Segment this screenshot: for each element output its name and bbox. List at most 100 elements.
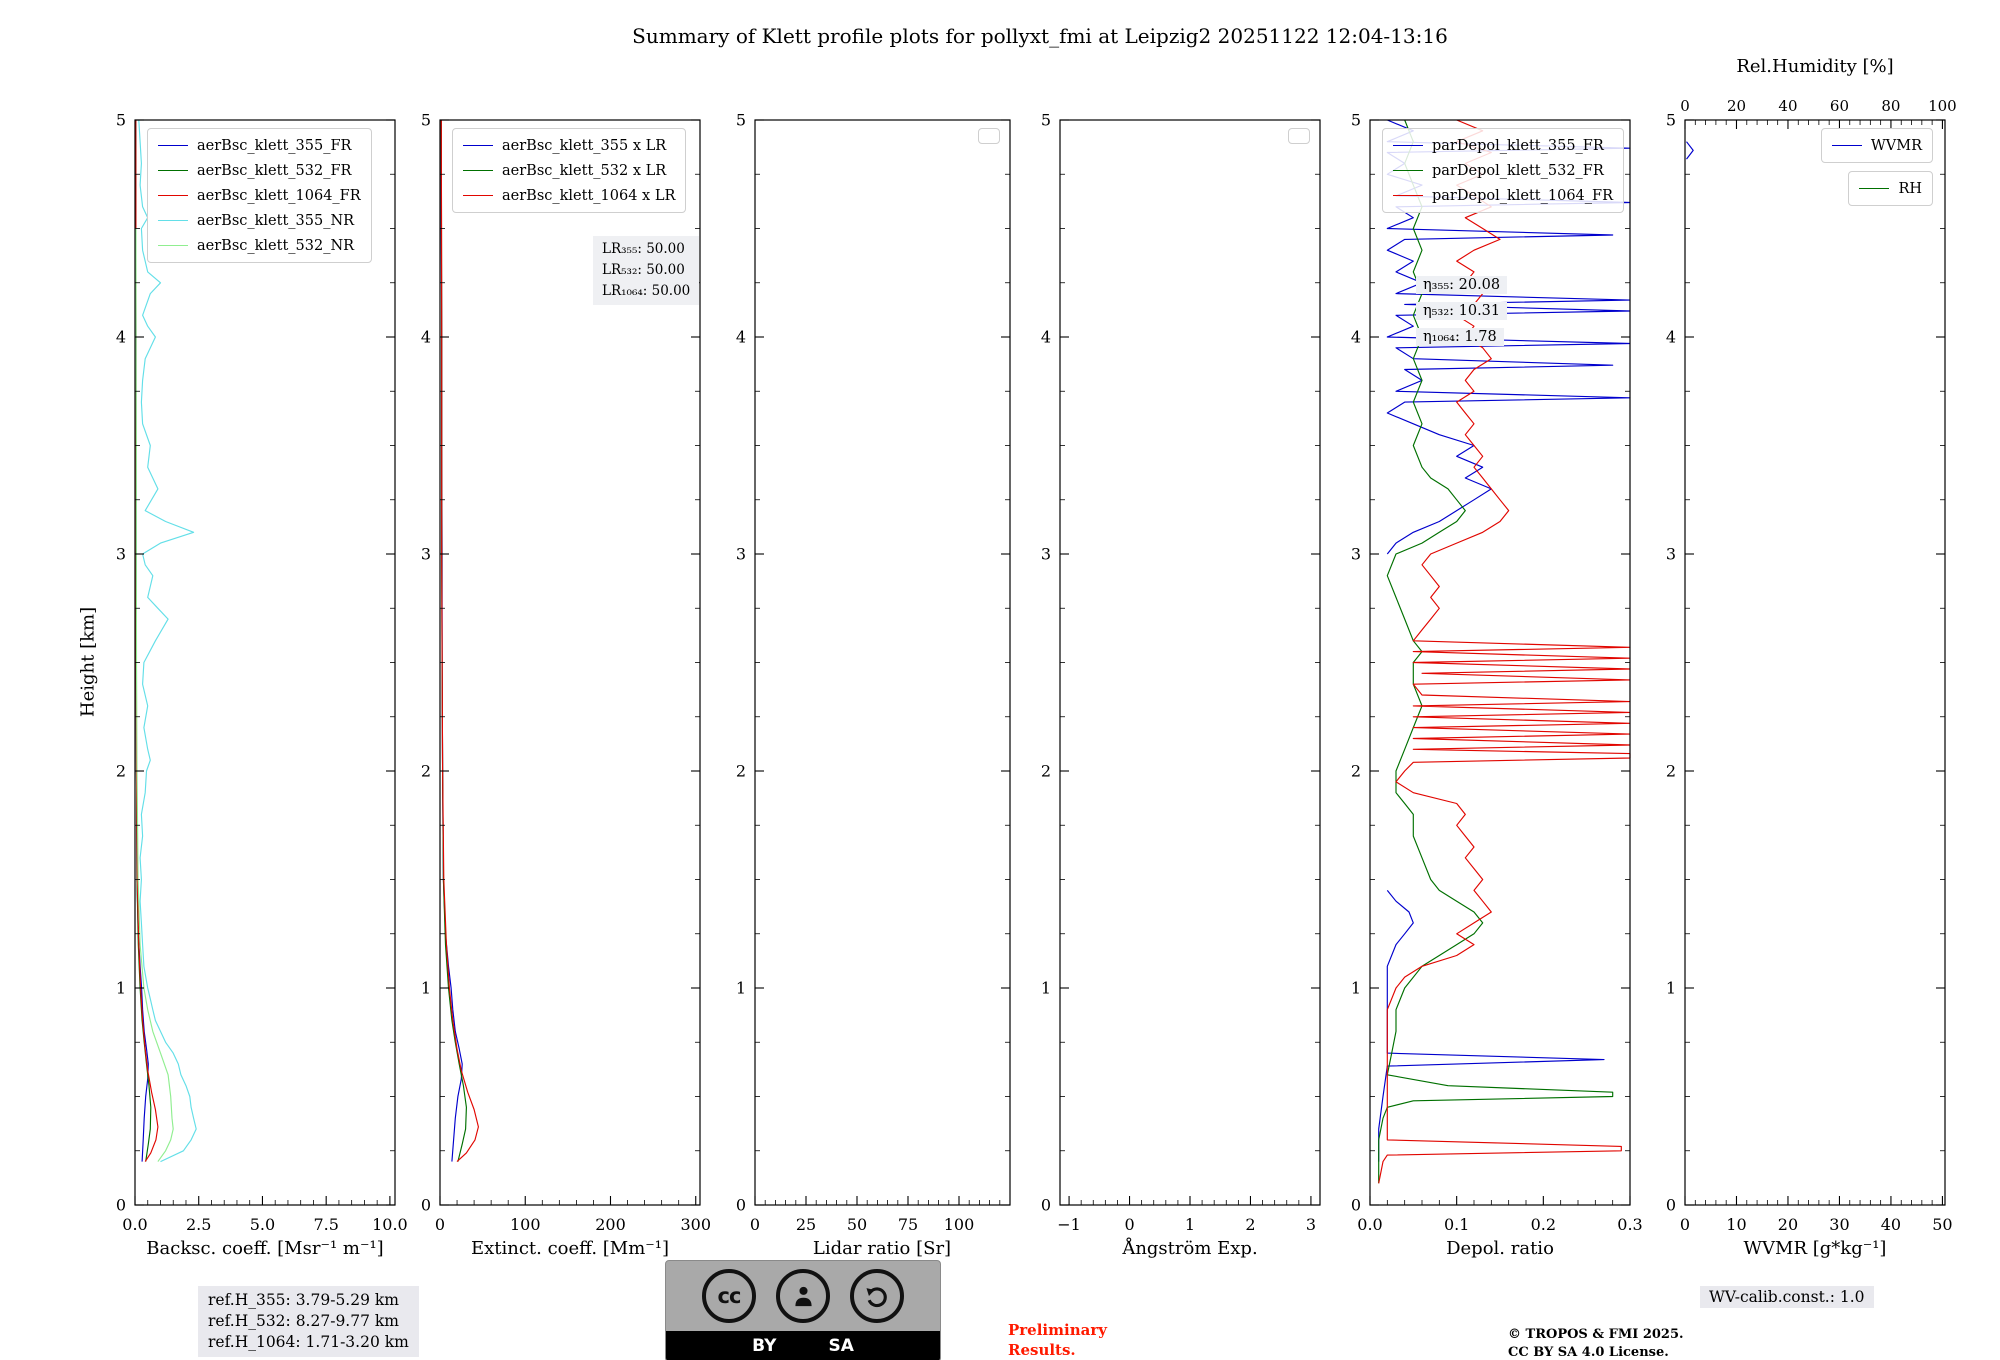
copyright-note: © TROPOS & FMI 2025. CC BY SA 4.0 Licens… <box>1508 1327 1684 1360</box>
y-axis-ticks: 0 1 2 3 4 5 <box>116 111 395 1215</box>
y-tick-label: 3 <box>1041 545 1051 564</box>
rh-tick-label: 100 <box>1928 97 1957 115</box>
panel-lidar_ratio: 0 25 50 75 100 0 1 2 3 4 5 <box>736 111 1011 1234</box>
y-tick-label: 4 <box>1351 328 1361 347</box>
panel-extinction: 0 100 200 300 0 1 2 3 4 5 <box>421 111 711 1235</box>
axes-frame <box>439 119 701 1206</box>
y-tick-label: 4 <box>116 328 126 347</box>
x-tick-label: 0 <box>750 1215 760 1234</box>
y-axis-label: Height [km] <box>77 606 99 718</box>
y-tick-label: 1 <box>1351 979 1361 998</box>
y-tick-label: 0 <box>736 1196 746 1215</box>
x-tick-label: 0 <box>1124 1215 1134 1234</box>
cc-icon-row: cc <box>666 1261 940 1331</box>
x-axis-ticks: 0.0 2.5 5.0 7.5 10.0 <box>122 1196 408 1234</box>
x-tick-label: 0.3 <box>1617 1215 1642 1234</box>
x-tick-label: 50 <box>847 1215 867 1234</box>
x-tick-label: 2 <box>1245 1215 1255 1234</box>
y-tick-label: 1 <box>116 979 126 998</box>
series-group <box>440 119 479 1163</box>
y-axis-ticks: 0 1 2 3 4 5 <box>1351 111 1630 1215</box>
series-group <box>1686 141 1694 160</box>
x-tick-label: 10 <box>1726 1215 1746 1234</box>
axes-frame <box>1369 119 1631 1206</box>
y-tick-label: 2 <box>1041 762 1051 781</box>
y-tick-label: 5 <box>1666 111 1676 130</box>
y-tick-label: 3 <box>421 545 431 564</box>
x-tick-label: 300 <box>680 1215 711 1234</box>
x-tick-label: 50 <box>1932 1215 1952 1234</box>
y-tick-label: 0 <box>1351 1196 1361 1215</box>
series-aerBsc_klett_532_NR <box>135 228 174 1162</box>
attribution-person-icon <box>776 1269 830 1323</box>
y-tick-label: 2 <box>736 762 746 781</box>
y-tick-label: 1 <box>421 979 431 998</box>
x-tick-label: 0.0 <box>122 1215 147 1234</box>
x-label-extinction: Extinct. coeff. [Mm⁻¹] <box>470 1238 670 1259</box>
x-tick-label: 30 <box>1829 1215 1849 1234</box>
series-aerBsc_klett_532_x_LR <box>440 119 467 1162</box>
x-tick-label: 0 <box>435 1215 445 1234</box>
x-tick-label: 0.1 <box>1444 1215 1469 1234</box>
x-axis-ticks: 0 25 50 75 100 <box>750 1196 1001 1234</box>
axes-frame <box>1684 119 1946 1206</box>
x-tick-label: 5.0 <box>250 1215 275 1234</box>
rh-tick-label: 80 <box>1881 97 1900 115</box>
cc-by-label: BY <box>752 1336 777 1356</box>
ref-height-355: ref.H_355: 3.79-5.29 km <box>208 1291 399 1309</box>
x-tick-label: 100 <box>510 1215 541 1234</box>
series-aerBsc_klett_532_FR <box>135 119 152 1162</box>
x-label-lidar-ratio: Lidar ratio [Sr] <box>812 1238 952 1259</box>
x-tick-label: 100 <box>944 1215 975 1234</box>
y-tick-label: 4 <box>1041 328 1051 347</box>
x-axis-ticks: 0.0 0.1 0.2 0.3 <box>1357 1196 1643 1234</box>
rh-tick-label: 20 <box>1727 97 1746 115</box>
x-tick-label: 40 <box>1881 1215 1901 1234</box>
preliminary-note: Preliminary Results. <box>1008 1321 1107 1360</box>
y-axis-ticks: 0 1 2 3 4 5 <box>736 111 1010 1215</box>
y-tick-label: 1 <box>736 979 746 998</box>
y-tick-label: 1 <box>1666 979 1676 998</box>
series-WVMR <box>1686 141 1694 160</box>
series-group <box>135 119 197 1163</box>
x-tick-label: 0.2 <box>1531 1215 1556 1234</box>
series-aerBsc_klett_1064_x_LR <box>440 119 479 1163</box>
rh-tick-label: 0 <box>1680 97 1690 115</box>
y-axis-ticks: 0 1 2 3 4 5 <box>421 111 700 1215</box>
figure-title: Summary of Klett profile plots for polly… <box>632 24 1448 48</box>
ref-height-532: ref.H_532: 8.27-9.77 km <box>208 1311 399 1330</box>
x-tick-label: 7.5 <box>313 1215 338 1234</box>
y-tick-label: 5 <box>1041 111 1051 130</box>
series-aerBsc_klett_355_NR <box>138 119 197 1163</box>
panel-backscatter: 0.0 2.5 5.0 7.5 10.0 0 1 2 3 4 5 <box>116 111 408 1235</box>
series-parDepol_klett_532_FR <box>1378 119 1614 1184</box>
x-tick-label: 75 <box>898 1215 918 1234</box>
share-alike-arrow-icon <box>850 1269 904 1323</box>
x-axis-ticks: 0 10 20 30 40 50 <box>1680 1196 1953 1234</box>
y-tick-label: 2 <box>116 762 126 781</box>
wv-calibration-note: WV-calib.const.: 1.0 <box>1700 1286 1874 1308</box>
y-tick-label: 0 <box>116 1196 126 1215</box>
y-tick-label: 0 <box>421 1196 431 1215</box>
x-tick-label: 25 <box>796 1215 816 1234</box>
y-axis-ticks: 0 1 2 3 4 5 <box>1666 111 1945 1215</box>
x-tick-label: 0 <box>1680 1215 1690 1234</box>
cc-badge-labels: BY SA <box>666 1331 940 1360</box>
y-tick-label: 4 <box>421 328 431 347</box>
y-tick-label: 2 <box>1351 762 1361 781</box>
y-tick-label: 5 <box>421 111 431 130</box>
x-tick-label: 10.0 <box>372 1215 408 1234</box>
y-tick-label: 1 <box>1041 979 1051 998</box>
rh-tick-label: 60 <box>1830 97 1849 115</box>
top-axis-ticks: 0 20 40 60 80 100 <box>1680 97 1957 129</box>
x-tick-label: 0.0 <box>1357 1215 1382 1234</box>
x-tick-label: 2.5 <box>186 1215 211 1234</box>
y-tick-label: 2 <box>1666 762 1676 781</box>
y-tick-label: 5 <box>116 111 126 130</box>
axes-frame <box>754 119 1011 1206</box>
rh-tick-label: 40 <box>1778 97 1797 115</box>
y-tick-label: 5 <box>736 111 746 130</box>
y-tick-label: 0 <box>1041 1196 1051 1215</box>
y-axis-ticks: 0 1 2 3 4 5 <box>1041 111 1320 1215</box>
